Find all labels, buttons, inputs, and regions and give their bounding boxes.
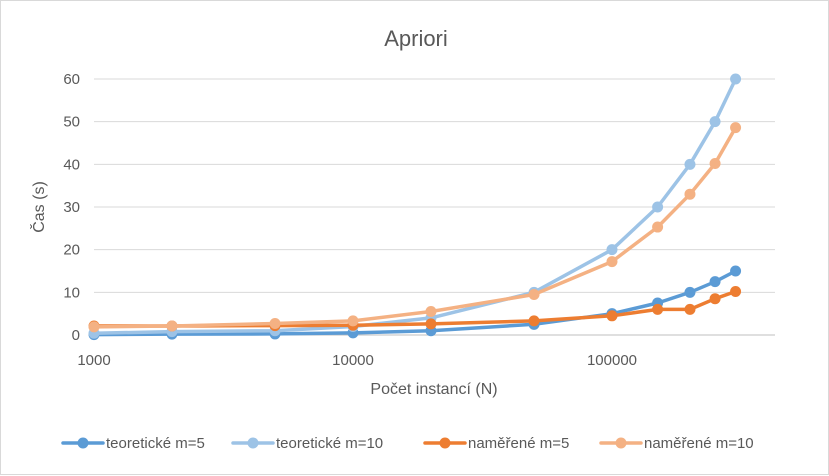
data-point-1-10	[730, 73, 742, 85]
legend-marker-1	[247, 437, 259, 449]
data-point-0-9	[709, 276, 721, 288]
series-layer	[88, 73, 742, 341]
gridlines	[94, 78, 775, 293]
legend-marker-2	[439, 437, 451, 449]
data-point-3-9	[709, 157, 721, 169]
data-point-2-9	[709, 293, 721, 305]
legend-label-2: naměřené m=5	[468, 435, 569, 452]
data-point-1-7	[652, 201, 664, 213]
data-point-3-4	[425, 306, 437, 318]
legend-item-1: teoretické m=10	[231, 435, 383, 452]
data-point-2-6	[606, 310, 618, 322]
data-point-3-1	[166, 320, 178, 332]
data-point-2-7	[652, 303, 664, 315]
series-line-3	[92, 125, 738, 329]
y-tick-label-2: 20	[63, 242, 80, 259]
x-tick-labels: 1000 10000 100000	[77, 352, 637, 369]
x-tick-label-2: 100000	[587, 352, 637, 369]
data-point-1-6	[606, 244, 618, 256]
y-tick-label-1: 10	[63, 284, 80, 301]
data-point-3-0	[88, 321, 100, 333]
series-1	[88, 73, 742, 339]
y-axis-title: Čas (s)	[29, 181, 48, 233]
series-3	[88, 122, 742, 333]
chart-title: Apriori	[384, 26, 448, 51]
y-tick-label-6: 60	[63, 71, 80, 88]
legend: teoretické m=5 teoretické m=10 naměřené m=…	[61, 435, 754, 452]
legend-item-0: teoretické m=5	[61, 435, 205, 452]
data-point-3-5	[528, 288, 540, 300]
data-point-3-2	[269, 317, 281, 329]
x-tick-label-1: 10000	[332, 352, 374, 369]
y-tick-label-5: 50	[63, 114, 80, 131]
legend-label-1: teoretické m=10	[276, 435, 383, 452]
legend-item-2: naměřené m=5	[423, 435, 569, 452]
y-tick-label-4: 40	[63, 156, 80, 173]
data-point-3-10	[730, 122, 742, 134]
legend-marker-3	[615, 437, 627, 449]
data-point-0-10	[730, 265, 742, 277]
legend-marker-0	[77, 437, 89, 449]
data-point-2-5	[528, 315, 540, 327]
data-point-3-7	[652, 221, 664, 233]
y-tick-label-3: 30	[63, 199, 80, 216]
data-point-3-6	[606, 256, 618, 268]
series-0	[88, 265, 742, 341]
y-tick-labels: 0 10 20 30 40 50 60	[63, 71, 80, 344]
legend-label-0: teoretické m=5	[106, 435, 205, 452]
data-point-2-8	[684, 303, 696, 315]
x-axis-title: Počet instancí (N)	[370, 381, 497, 398]
x-tick-label-0: 1000	[77, 352, 110, 369]
data-point-2-10	[730, 285, 742, 297]
data-point-1-9	[709, 116, 721, 128]
legend-item-3: naměřené m=10	[599, 435, 754, 452]
series-line-1	[92, 77, 738, 336]
legend-label-3: naměřené m=10	[644, 435, 754, 452]
data-point-0-8	[684, 286, 696, 298]
data-point-3-8	[684, 188, 696, 200]
y-tick-label-0: 0	[72, 327, 80, 344]
data-point-1-8	[684, 158, 696, 170]
data-point-3-3	[347, 315, 359, 327]
data-point-2-4	[425, 318, 437, 330]
